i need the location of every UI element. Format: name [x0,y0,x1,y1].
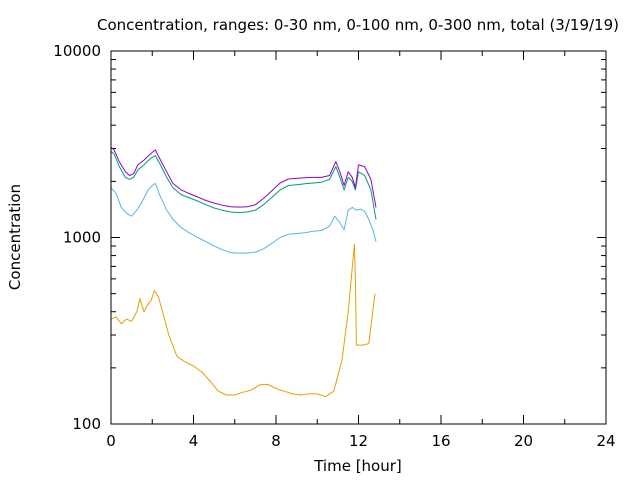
x-tick-label: 4 [189,432,199,450]
x-tick-label: 12 [349,432,368,450]
y-axis-label: Concentration [6,184,24,290]
plot-frame [110,50,607,425]
y-tick-label: 1000 [63,229,101,247]
x-tick-label: 8 [271,432,281,450]
y-tick-label: 100 [72,415,101,433]
series-line-2 [110,182,377,254]
x-tick-label: 20 [514,432,533,450]
x-tick-label: 16 [431,432,450,450]
series-lines [110,146,377,398]
x-tick-label: 0 [106,432,116,450]
y-tick-label: 10000 [53,42,101,60]
x-axis-label: Time [hour] [313,457,402,475]
series-line-4 [110,146,377,208]
chart-title: Concentration, ranges: 0-30 nm, 0-100 nm… [97,16,619,34]
series-line-3 [110,150,377,220]
axis-ticks: 0 4 8 12 16 20 24 100 1000 10000 [53,42,615,450]
series-line-1 [110,243,376,398]
x-tick-label: 24 [596,432,615,450]
